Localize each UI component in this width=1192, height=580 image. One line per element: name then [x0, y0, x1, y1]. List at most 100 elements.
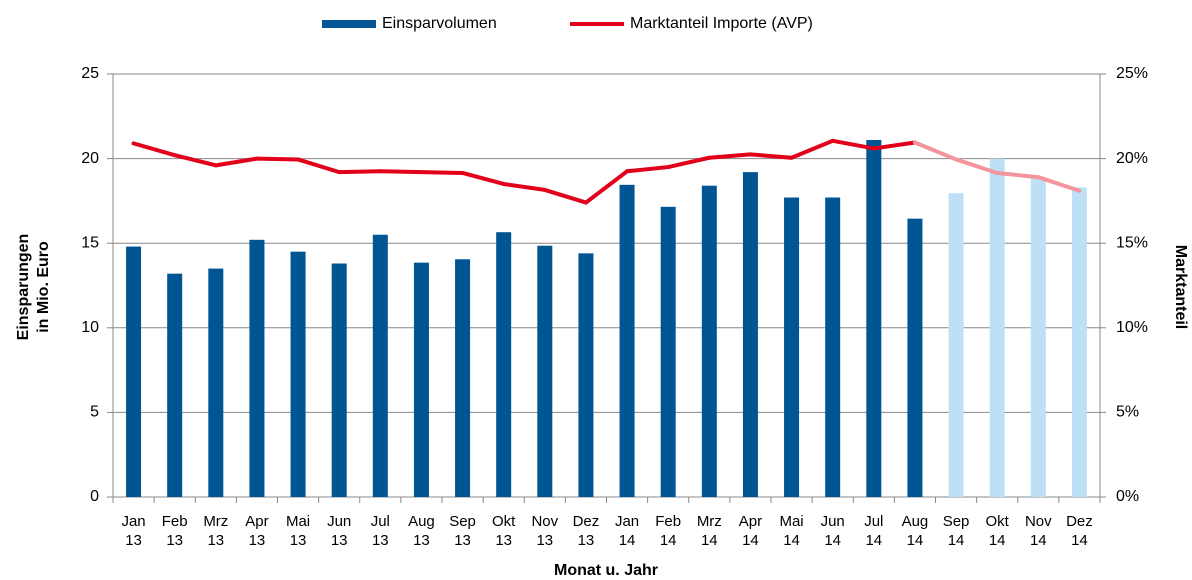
bar: [948, 193, 964, 497]
y2-tick-label: 20%: [1116, 150, 1148, 167]
x-tick-label: Okt: [492, 513, 516, 530]
y-tick-label: 0: [90, 488, 99, 505]
x-axis-title: Monat u. Jahr: [554, 562, 658, 579]
line-segment: [995, 170, 1041, 180]
y2-tick-label: 10%: [1116, 319, 1148, 336]
y-axis-title: in Mio. Euro: [35, 241, 52, 333]
bar: [784, 197, 800, 498]
x-tick-label: 13: [454, 532, 471, 549]
bar: [1071, 187, 1087, 497]
line-segment: [213, 156, 259, 168]
bar: [537, 245, 553, 497]
line-segment: [789, 138, 835, 160]
x-tick-label: 13: [290, 532, 307, 549]
bar: [331, 263, 347, 497]
x-tick-label: 14: [783, 532, 800, 549]
bar: [249, 239, 265, 498]
y-tick-label: 10: [81, 319, 99, 336]
line-segment: [419, 170, 465, 175]
line-segment: [172, 153, 218, 168]
line-segment: [460, 170, 506, 186]
x-tick-label: 14: [824, 532, 841, 549]
bar: [1030, 177, 1046, 497]
bar: [126, 246, 142, 497]
x-tick-label: 14: [742, 532, 759, 549]
line-segment: [131, 141, 177, 158]
bar: [619, 184, 635, 498]
line-segment: [501, 181, 547, 192]
bar: [290, 251, 306, 497]
x-tick-label: Okt: [986, 513, 1010, 530]
x-tick-label: Nov: [531, 513, 558, 530]
legend-label: Marktanteil Importe (AVP): [630, 15, 813, 32]
x-tick-label: 14: [619, 532, 636, 549]
x-tick-label: Mai: [286, 513, 310, 530]
x-tick-label: Mai: [779, 513, 803, 530]
y2-tick-label: 0%: [1116, 488, 1139, 505]
bar: [742, 172, 758, 498]
y-tick-label: 20: [81, 150, 99, 167]
x-tick-label: Apr: [739, 513, 762, 530]
line-segment: [954, 157, 1000, 175]
y2-tick-label: 15%: [1116, 234, 1148, 251]
x-tick-label: 13: [207, 532, 224, 549]
line-segment: [583, 169, 630, 205]
bar: [496, 232, 512, 497]
x-tick-label: Aug: [902, 513, 929, 530]
x-tick-label: Dez: [1066, 513, 1093, 530]
bar: [455, 259, 471, 497]
x-tick-label: Apr: [245, 513, 268, 530]
y-tick-label: 15: [81, 234, 99, 251]
bar: [578, 253, 594, 497]
x-tick-label: 14: [907, 532, 924, 549]
x-tick-label: Sep: [943, 513, 970, 530]
x-tick-label: Jun: [327, 513, 351, 530]
line-segment: [254, 156, 301, 162]
x-tick-label: 13: [125, 532, 142, 549]
x-tick-label: 13: [578, 532, 595, 549]
line-segment: [296, 157, 342, 175]
x-tick-label: 14: [948, 532, 965, 549]
line-segment: [830, 138, 876, 151]
line-segment: [748, 152, 794, 160]
y2-tick-label: 5%: [1116, 404, 1139, 421]
x-tick-label: 14: [865, 532, 882, 549]
x-tick-label: 13: [495, 532, 512, 549]
bar: [372, 234, 388, 498]
x-tick-label: 14: [701, 532, 718, 549]
x-tick-label: 13: [166, 532, 183, 549]
x-tick-label: Feb: [162, 513, 188, 530]
x-tick-label: 13: [413, 532, 430, 549]
bar: [701, 185, 717, 497]
x-tick-label: Dez: [573, 513, 600, 530]
x-tick-label: Jul: [864, 513, 883, 530]
y2-tick-label: 25%: [1116, 65, 1148, 82]
line-segment: [666, 155, 712, 170]
x-tick-label: 14: [660, 532, 677, 549]
x-tick-label: 13: [331, 532, 348, 549]
x-tick-label: Feb: [655, 513, 681, 530]
bar: [907, 218, 923, 497]
x-tick-label: 14: [1030, 532, 1047, 549]
bar: [208, 268, 224, 497]
x-tick-label: 14: [989, 532, 1006, 549]
legend-label: Einsparvolumen: [382, 15, 497, 32]
x-tick-label: 14: [1071, 532, 1088, 549]
line-segment: [378, 169, 424, 175]
bar: [167, 273, 183, 497]
bar: [989, 158, 1005, 497]
line-segment: [1036, 175, 1082, 193]
line-segment: [707, 152, 753, 160]
bar: [660, 206, 676, 497]
x-tick-label: 13: [249, 532, 266, 549]
x-tick-label: Mrz: [697, 513, 722, 530]
x-tick-label: Nov: [1025, 513, 1052, 530]
x-tick-label: Jan: [121, 513, 145, 530]
line-segment: [871, 140, 917, 151]
legend-swatch: [322, 20, 376, 28]
y-tick-label: 5: [90, 404, 99, 421]
x-tick-label: Jan: [615, 513, 639, 530]
line-segment: [625, 165, 671, 174]
bar: [866, 139, 882, 497]
